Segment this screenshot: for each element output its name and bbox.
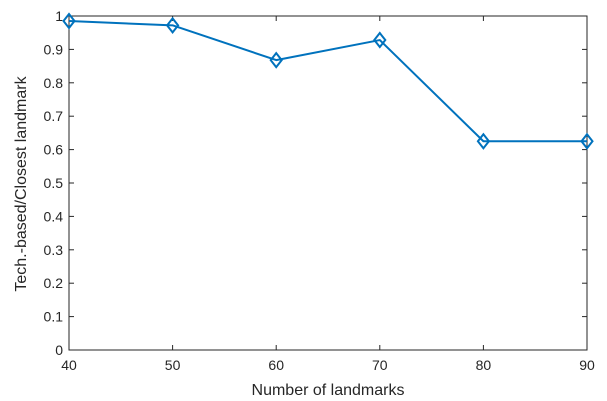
plot-frame	[68, 15, 588, 351]
y-tick-label: 0.9	[44, 41, 64, 57]
y-tick-label: 0.5	[44, 175, 64, 191]
y-tick-label: 0.8	[44, 75, 64, 91]
x-axis-label: Number of landmarks	[252, 382, 405, 399]
x-tick-label: 50	[165, 357, 181, 373]
x-tick-label: 60	[268, 357, 284, 373]
y-tick-label: 0.2	[44, 275, 64, 291]
data-point-marker	[476, 132, 491, 150]
y-tick-label: 0.3	[44, 242, 64, 258]
y-axis-ticks: 0 0.1 0.2 0.3 0.4 0.5 0.6 0.7 0.8 0.9 1	[44, 8, 587, 358]
data-point-marker	[269, 51, 283, 69]
data-point-marker	[373, 31, 387, 49]
x-tick-label: 90	[579, 357, 595, 373]
x-axis-ticks: 40 50 60 70 80 90	[61, 16, 595, 373]
y-tick-label: 1	[55, 8, 63, 24]
y-tick-label: 0.4	[44, 208, 64, 224]
y-tick-label: 0.7	[44, 108, 64, 124]
data-point-marker	[580, 132, 594, 150]
series-layer	[62, 12, 594, 150]
y-tick-label: 0	[55, 342, 63, 358]
plot-area	[68, 15, 588, 351]
y-tick-label: 0.6	[44, 142, 64, 158]
y-tick-label: 0.1	[44, 309, 64, 325]
y-axis-label: Tech.-based/Closest landmark	[13, 75, 30, 291]
data-point-marker	[165, 16, 180, 34]
data-point-marker	[62, 12, 76, 30]
x-tick-label: 70	[372, 357, 388, 373]
x-tick-label: 40	[61, 357, 77, 373]
series-line	[68, 20, 587, 143]
x-tick-label: 80	[476, 357, 492, 373]
